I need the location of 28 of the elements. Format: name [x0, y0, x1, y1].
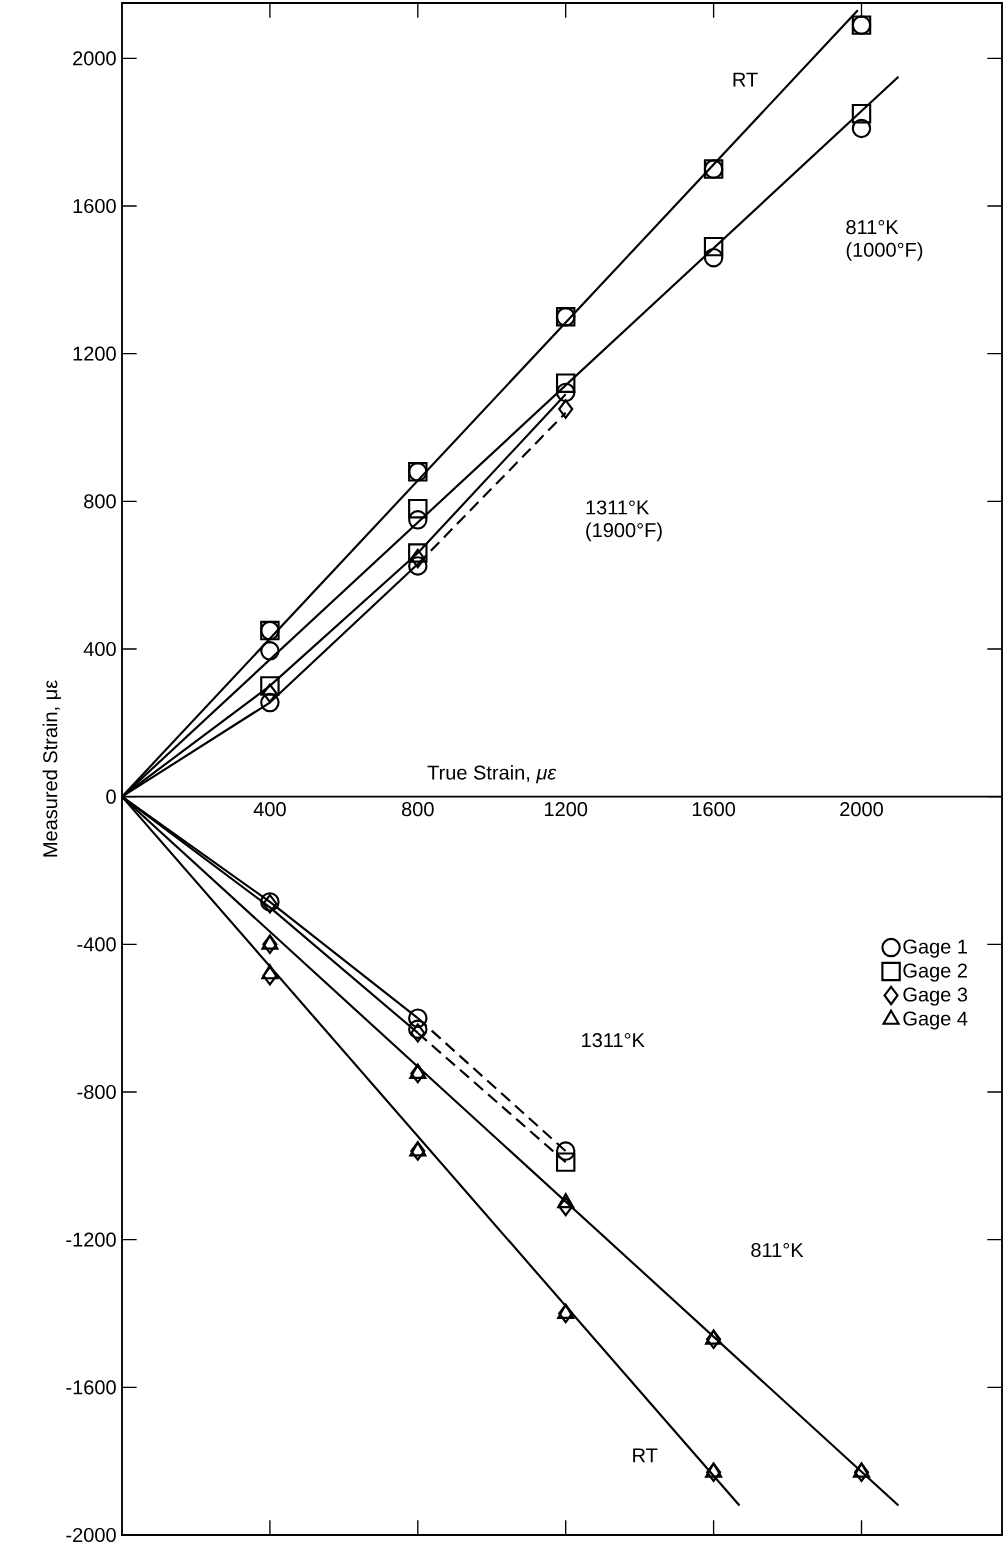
y-tick-label: -1600: [66, 1380, 116, 1395]
y-tick-label: -1200: [66, 1232, 116, 1247]
legend-label: Gage 2: [903, 963, 967, 982]
y-tick-label: -2000: [66, 1527, 116, 1543]
x-tick-label: 2000: [840, 802, 883, 817]
x-tick-label: 400: [253, 802, 286, 817]
y-tick-label: 0: [106, 789, 116, 804]
x-tick-label: 1600: [692, 802, 736, 817]
x-tick-label: 800: [401, 802, 434, 817]
y-tick-label: 1600: [73, 198, 116, 214]
annotation: 1311°K (1900°F): [586, 500, 662, 542]
annotation: RT: [633, 1448, 658, 1463]
legend-label: Gage 1: [903, 939, 967, 958]
annotation: 811°K: [751, 1242, 804, 1258]
annotation: 811°K (1000°F): [846, 220, 923, 261]
annotation: RT: [733, 72, 758, 87]
y-tick-label: 400: [83, 641, 116, 657]
annotation: 1311°K: [582, 1033, 645, 1048]
x-tick-label: 1200: [544, 802, 588, 817]
y-tick-label: 1200: [73, 346, 116, 361]
legend-label: Gage 4: [903, 1011, 968, 1030]
y-axis-title: Measured Strain, με: [42, 680, 61, 857]
y-tick-label: -800: [77, 1084, 116, 1100]
x-axis-title: True Strain, με: [427, 764, 557, 784]
y-tick-label: -400: [77, 937, 116, 952]
y-tick-label: 2000: [73, 51, 116, 66]
y-tick-label: 800: [84, 494, 116, 509]
legend-label: Gage 3: [903, 987, 968, 1006]
